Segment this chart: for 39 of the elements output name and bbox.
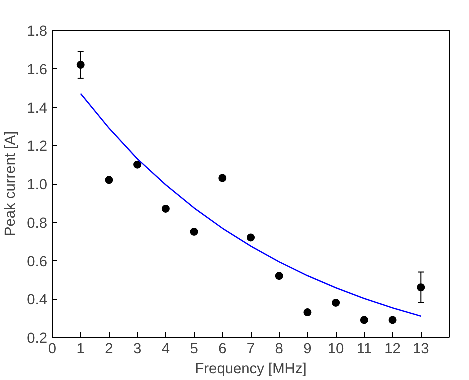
x-tick-label: 13	[412, 342, 430, 358]
x-tick-label: 8	[275, 342, 284, 358]
point	[134, 160, 142, 169]
point	[304, 308, 312, 317]
point	[388, 316, 397, 324]
x-tick-label: 5	[190, 342, 198, 358]
x-tick-label: 3	[133, 342, 142, 358]
point	[105, 176, 114, 184]
y-tick-label: 0.6	[27, 254, 48, 270]
y-tick-label: 0.4	[27, 292, 48, 309]
x-tick-label: 7	[246, 342, 256, 358]
point	[218, 174, 227, 182]
x-tick-label: 6	[218, 342, 227, 358]
x-axis-title: Frequency [MHz]	[195, 362, 307, 378]
y-tick-label: 1.0	[27, 178, 48, 194]
x-tick-label: 4	[162, 342, 170, 358]
x-tick-label: 1	[76, 342, 85, 358]
y-tick-label: 1.6	[27, 62, 48, 78]
x-tick-label: 12	[384, 342, 401, 358]
point	[332, 298, 340, 307]
point	[360, 316, 368, 324]
x-tick-label: 10	[328, 342, 344, 358]
point	[162, 204, 170, 213]
point	[417, 284, 426, 292]
x-tick-label: 0	[48, 342, 57, 358]
x-tick-label: 9	[304, 342, 312, 358]
point	[76, 61, 85, 70]
y-tick-label: 0.8	[27, 216, 48, 232]
point	[190, 228, 198, 236]
point	[247, 234, 255, 242]
y-tick-label: 1.8	[27, 24, 48, 40]
y-tick-label: 0.2	[27, 331, 48, 347]
y-tick-label: 1.4	[27, 100, 48, 117]
y-axis-title: Peak current [A]	[3, 131, 20, 237]
y-tick-label: 1.2	[27, 139, 48, 156]
line-series	[80, 93, 422, 318]
point	[275, 272, 284, 280]
x-tick-label: 11	[356, 342, 372, 358]
x-tick-label: 2	[105, 342, 114, 358]
